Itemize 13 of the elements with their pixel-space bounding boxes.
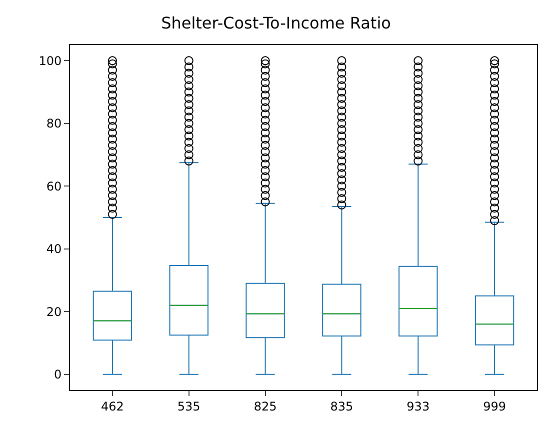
x-tick-label: 835 (330, 399, 354, 414)
y-tick-label: 80 (46, 116, 62, 131)
x-tick-label: 535 (177, 399, 200, 414)
x-tick-label: 462 (100, 399, 124, 414)
y-tick-label: 0 (54, 368, 62, 382)
x-tick-label: 999 (483, 399, 506, 414)
y-tick-label: 60 (46, 179, 62, 194)
x-tick-label: 933 (406, 399, 430, 414)
x-tick-label: 825 (254, 399, 277, 414)
y-tick-label: 100 (38, 54, 62, 68)
y-tick-label: 40 (46, 242, 62, 256)
chart-title: Shelter-Cost-To-Income Ratio (161, 14, 391, 33)
y-tick-label: 20 (46, 304, 62, 319)
